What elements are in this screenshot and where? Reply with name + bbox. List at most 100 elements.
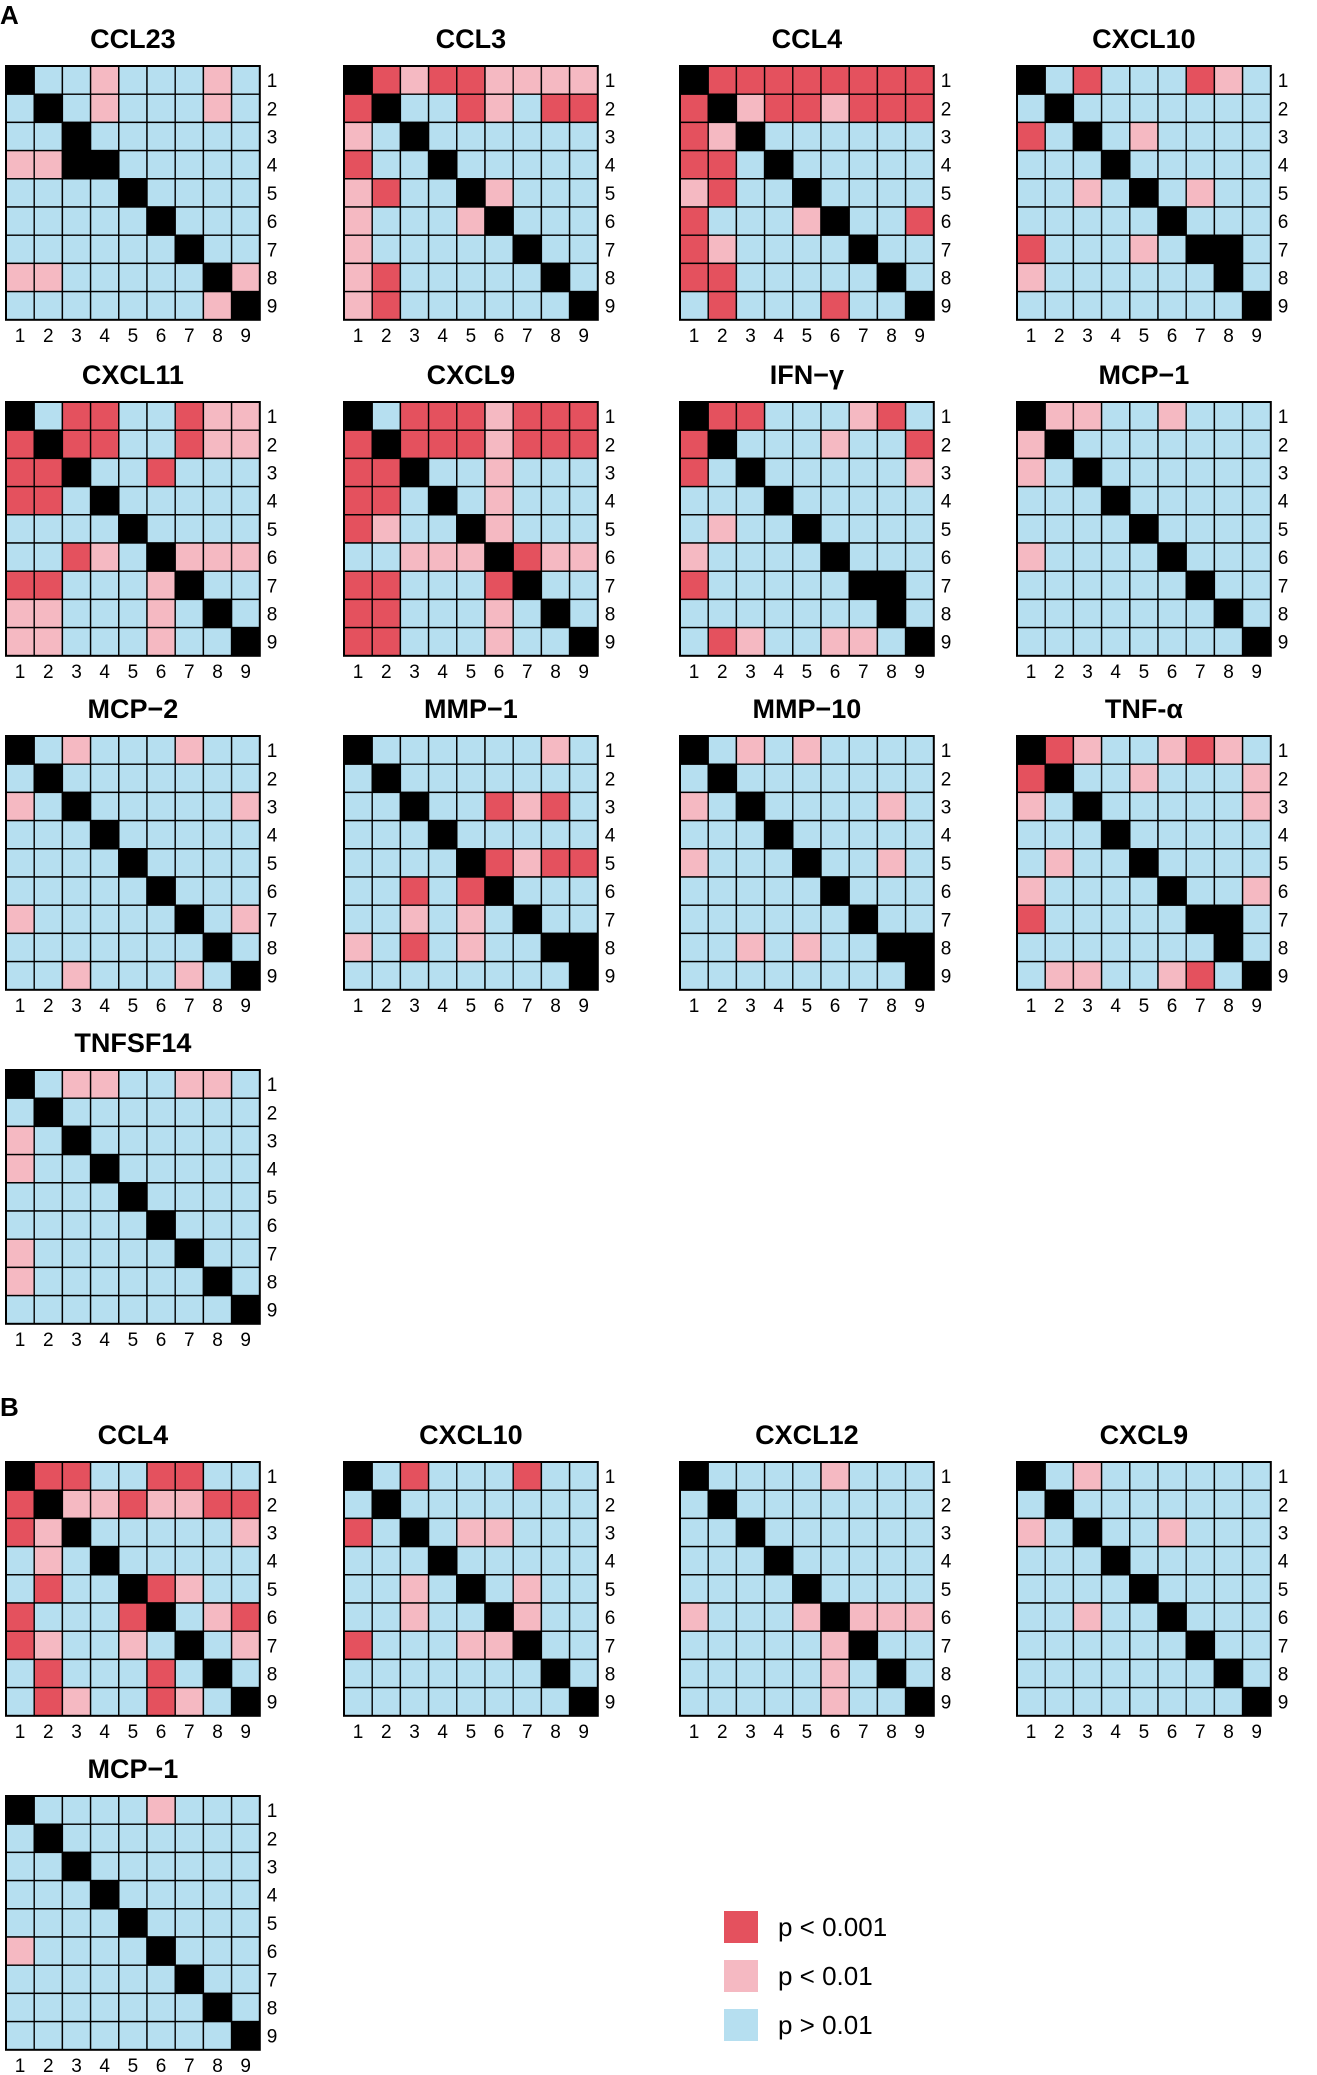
col-tick-label: 4 (99, 326, 110, 347)
chart-title: CCL4 (772, 24, 843, 54)
heatmap-cell (1213, 791, 1244, 822)
heatmap-cell (763, 848, 794, 878)
heatmap-cell (5, 1517, 35, 1548)
heatmap-cell (5, 121, 35, 152)
heatmap-cell (146, 290, 176, 321)
heatmap-cell (1016, 429, 1046, 460)
heatmap-cell (484, 763, 514, 794)
heatmap-cell (820, 149, 850, 180)
heatmap-cell (89, 1153, 120, 1184)
col-tick-label: 2 (1054, 662, 1065, 683)
heatmap-cell (89, 290, 120, 321)
heatmap-cell (512, 1517, 543, 1548)
heatmap-cell (1157, 121, 1187, 152)
heatmap-cell (202, 848, 233, 878)
col-tick-label: 8 (1223, 1722, 1234, 1743)
heatmap-cell (146, 1545, 176, 1576)
row-tick-label: 3 (941, 798, 952, 819)
heatmap-cell (118, 514, 148, 544)
heatmap-cell (1157, 1574, 1187, 1604)
heatmap-cell (202, 791, 233, 822)
row-tick-label: 6 (267, 212, 278, 233)
heatmap-border (343, 735, 599, 991)
heatmap-cell (820, 932, 850, 963)
heatmap-cell (904, 1658, 935, 1689)
heatmap-cell (89, 1461, 120, 1491)
chart-title: CXCL9 (1100, 1420, 1189, 1450)
heatmap-cell (1129, 1461, 1159, 1491)
heatmap-cell (33, 1545, 64, 1576)
heatmap-cell (174, 1125, 205, 1156)
col-tick-label: 4 (437, 996, 448, 1017)
heatmap-cell (512, 1545, 543, 1576)
heatmap-cell (876, 401, 907, 431)
heatmap-cell (735, 121, 766, 152)
heatmap-cell (1016, 1602, 1046, 1632)
heatmap-cell (174, 93, 205, 124)
col-tick-label: 3 (1082, 996, 1093, 1017)
heatmap-cell (61, 290, 92, 321)
row-tick-label: 2 (605, 99, 616, 120)
heatmap-cell (1213, 570, 1244, 601)
heatmap-cell (820, 457, 850, 488)
heatmap-cell (763, 1489, 794, 1520)
heatmap-cell (792, 234, 822, 265)
heatmap-cell (568, 121, 599, 152)
heatmap-cell (456, 262, 486, 293)
col-tick-label: 9 (578, 996, 589, 1017)
heatmap-cell (61, 1851, 92, 1882)
heatmap-cell (61, 598, 92, 629)
heatmap-cell (876, 598, 907, 629)
heatmap-cell (484, 1574, 514, 1604)
heatmap-cell (484, 570, 514, 601)
heatmap-cell (230, 1936, 261, 1966)
heatmap-cell (876, 429, 907, 460)
heatmap-cell (540, 234, 571, 265)
heatmap-cell (763, 1602, 794, 1632)
heatmap-cell (61, 1489, 92, 1520)
heatmap-cell (61, 735, 92, 765)
heatmap-cell (735, 1658, 766, 1689)
heatmap-cell (399, 485, 430, 516)
heatmap-cell (568, 763, 599, 794)
heatmap-cell (61, 1210, 92, 1240)
heatmap-cell (146, 1182, 176, 1212)
heatmap-cell (820, 1574, 850, 1604)
heatmap-cell (399, 121, 430, 152)
heatmap-cell (61, 932, 92, 963)
col-tick-label: 9 (578, 326, 589, 347)
heatmap-cell (1241, 542, 1272, 572)
heatmap-cell (735, 401, 766, 431)
heatmap-cell (371, 262, 402, 293)
row-tick-label: 1 (605, 71, 616, 92)
heatmap-cell (568, 1461, 599, 1491)
heatmap-cell (230, 1210, 261, 1240)
heatmap-cell (5, 1545, 35, 1576)
heatmap-cell (1044, 932, 1075, 963)
row-tick-label: 4 (941, 1552, 952, 1573)
heatmap-cell (1100, 234, 1131, 265)
col-tick-label: 2 (717, 1722, 728, 1743)
heatmap-cell (763, 1574, 794, 1604)
heatmap-cell (427, 1630, 458, 1661)
heatmap-cell (1072, 848, 1103, 878)
heatmap-border (5, 1069, 261, 1325)
row-tick-label: 1 (267, 741, 278, 762)
heatmap-cell (89, 457, 120, 488)
heatmap-cell (512, 819, 543, 850)
heatmap-cell (343, 598, 373, 629)
col-tick-label: 4 (99, 996, 110, 1017)
heatmap-cell (202, 932, 233, 963)
heatmap-cell (118, 848, 148, 878)
heatmap-cell (735, 542, 766, 572)
heatmap-cell (146, 1125, 176, 1156)
heatmap-cell (89, 93, 120, 124)
heatmap-cell (820, 570, 850, 601)
heatmap-cell (1241, 149, 1272, 180)
heatmap-cell (202, 1210, 233, 1240)
row-tick-label: 5 (941, 854, 952, 875)
heatmap-cell (1044, 234, 1075, 265)
heatmap-cell (735, 1630, 766, 1661)
heatmap-cell (61, 763, 92, 794)
heatmap-cell (399, 178, 430, 208)
